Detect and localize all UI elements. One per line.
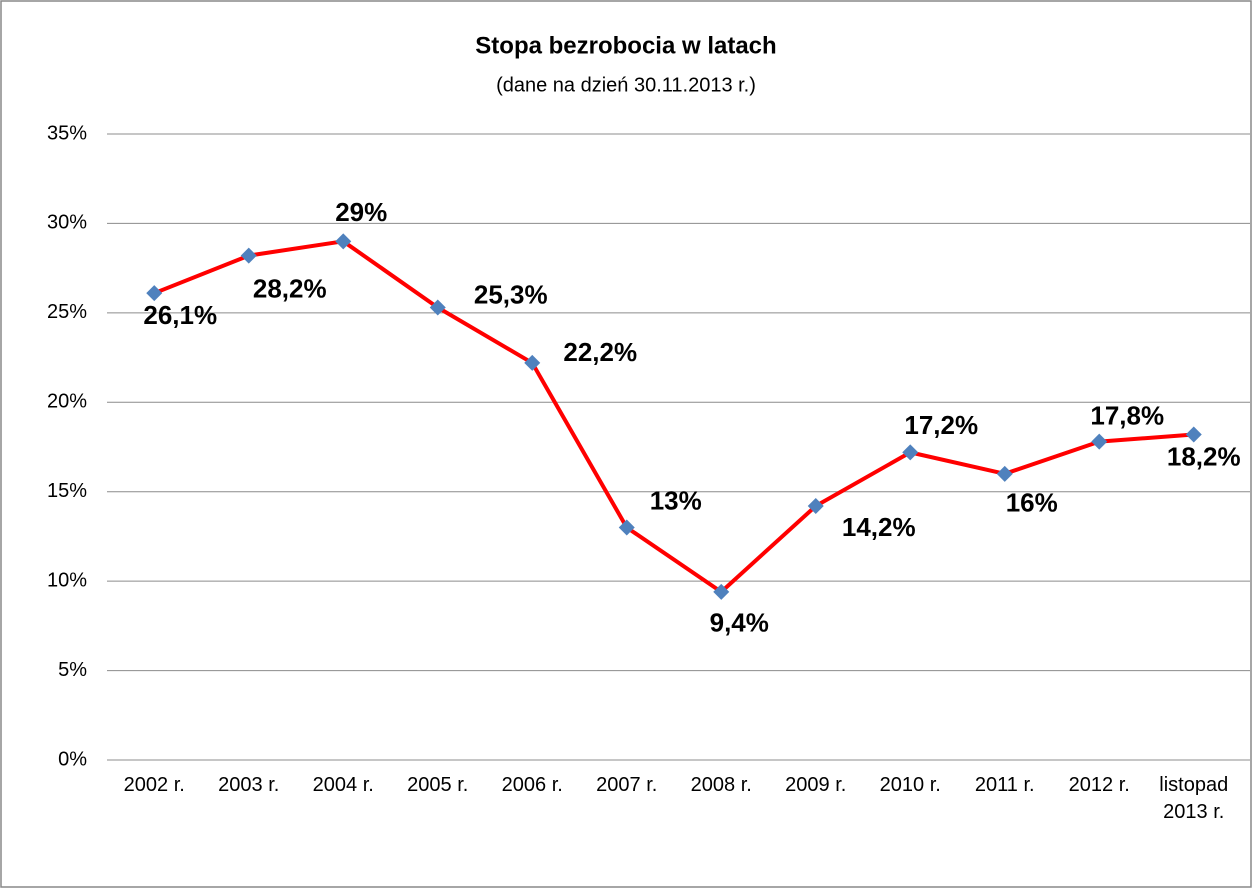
y-tick-label: 20%	[47, 391, 87, 413]
x-tick-label: 2007 r.	[596, 774, 658, 796]
x-tick-label: 2004 r.	[312, 774, 374, 796]
data-label: 26,1%	[143, 300, 217, 330]
x-tick-label: 2003 r.	[218, 774, 280, 796]
x-tick-label: 2002 r.	[123, 774, 185, 796]
y-tick-label: 5%	[58, 659, 87, 681]
x-tick-label: 2005 r.	[407, 774, 469, 796]
marker	[807, 498, 824, 515]
data-label: 16%	[1006, 488, 1058, 518]
data-label: 9,4%	[710, 608, 769, 638]
y-tick-label: 10%	[47, 569, 87, 591]
x-tick-label: 2011 r.	[974, 774, 1035, 796]
y-tick-label: 30%	[47, 212, 87, 234]
data-label: 22,2%	[563, 337, 637, 367]
line	[153, 239, 1194, 594]
x-tick-label-box: 2007 r.	[596, 774, 658, 796]
marker	[1091, 433, 1108, 450]
x-tick-label-box: 2010 r.	[879, 774, 941, 796]
x-tick-label: 2008 r.	[690, 774, 752, 796]
chart-subtitle: (dane na dzień 30.11.2013 r.)	[496, 74, 756, 96]
marker	[429, 299, 446, 316]
x-tick-label: 2009 r.	[785, 774, 847, 796]
x-tick-label-box: 2011 r.	[974, 774, 1035, 796]
x-tick-label-box: 2003 r.	[218, 774, 280, 796]
x-tick-label-box: 2012 r.	[1068, 774, 1130, 796]
marker	[240, 247, 257, 264]
data-label: 28,2%	[253, 273, 327, 303]
x-tick-label-box: 2002 r.	[123, 774, 185, 796]
x-tick-label: 2010 r.	[879, 774, 941, 796]
data-label: 17,2%	[904, 410, 978, 440]
x-tick-label-box: 2008 r.	[690, 774, 752, 796]
marker	[618, 519, 635, 536]
marker	[713, 583, 730, 600]
y-tick-label: 35%	[47, 122, 87, 144]
data-label: 25,3%	[474, 279, 548, 309]
marker	[996, 465, 1013, 482]
marker	[524, 354, 541, 371]
x-tick-label: 2012 r.	[1068, 774, 1130, 796]
data-label: 29%	[335, 197, 387, 227]
marker	[1185, 426, 1202, 443]
chart-title: Stopa bezrobocia w latach	[475, 32, 776, 59]
data-label: 13%	[650, 485, 702, 515]
x-tick-label-box: 2009 r.	[785, 774, 847, 796]
x-tick-label-box: 2006 r.	[501, 774, 563, 796]
data-label: 17,8%	[1090, 401, 1164, 431]
marker	[146, 285, 163, 302]
marker	[902, 444, 919, 461]
x-tick-label-box: listopad 2013 r.	[1159, 774, 1229, 823]
x-tick-label-box: 2004 r.	[312, 774, 374, 796]
marker	[335, 233, 352, 250]
x-tick-label: listopad 2013 r.	[1159, 774, 1229, 823]
y-tick-label: 0%	[58, 748, 87, 770]
x-tick-label-box: 2005 r.	[407, 774, 469, 796]
data-label: 18,2%	[1167, 441, 1241, 471]
x-tick-label: 2006 r.	[501, 774, 563, 796]
y-tick-label: 15%	[47, 480, 87, 502]
y-tick-label: 25%	[47, 301, 87, 323]
data-label: 14,2%	[842, 512, 916, 542]
